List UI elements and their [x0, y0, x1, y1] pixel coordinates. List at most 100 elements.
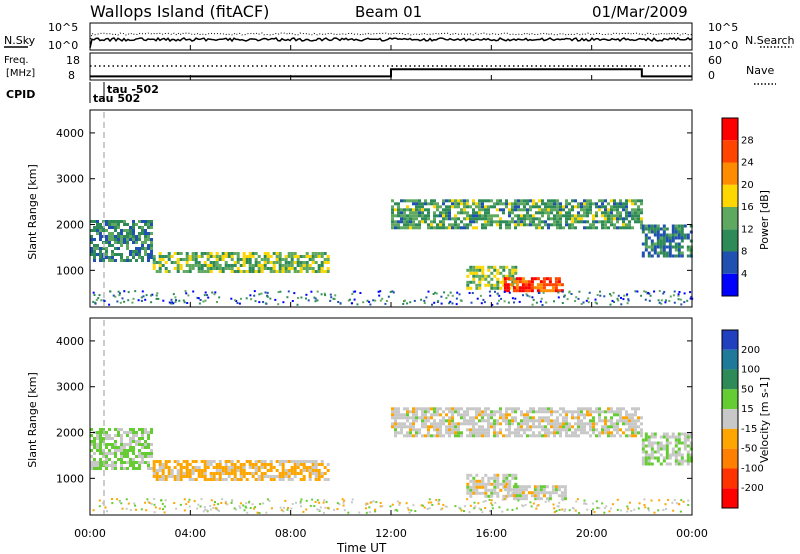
velocity-cell-1: [323, 472, 327, 475]
power-cell-0: [129, 229, 132, 232]
power-cell-1: [260, 264, 264, 267]
power-cell-2: [529, 220, 532, 224]
velocity-speckle: [188, 505, 191, 508]
velocity-cell-2: [559, 425, 562, 429]
velocity-cell-2: [610, 407, 613, 411]
power-cell-2: [430, 223, 433, 227]
power-cell-2: [451, 202, 454, 206]
power-cell-0: [96, 220, 99, 223]
power-cell-5: [521, 286, 525, 290]
power-cell-2: [616, 220, 619, 224]
velocity-speckle: [286, 508, 289, 511]
velocity-cell-3: [656, 441, 660, 445]
velocity-cell-0: [102, 455, 105, 458]
velocity-cell-0: [99, 449, 102, 452]
velocity-cell-2: [430, 416, 433, 420]
velocity-cell-1: [326, 469, 330, 472]
power-cell-3: [653, 245, 657, 249]
velocity-speckle: [300, 505, 302, 508]
velocity-cell-0: [114, 428, 117, 431]
power-cell-2: [451, 199, 454, 203]
power-speckle: [214, 291, 217, 294]
power-cell-2: [613, 205, 616, 209]
power-cell-2: [550, 211, 553, 215]
power-cell-3: [677, 233, 681, 237]
velocity-cell-2: [403, 413, 406, 417]
power-speckle: [503, 290, 506, 293]
power-speckle: [145, 294, 148, 297]
velocity-cell-2: [556, 431, 559, 435]
velocity-cell-0: [105, 446, 108, 449]
power-cell-2: [541, 208, 544, 212]
power-cell-2: [499, 223, 502, 227]
power-cell-3: [662, 245, 666, 249]
velocity-cell-1: [230, 466, 234, 469]
power-cell-0: [132, 253, 135, 256]
velocity-cell-1: [263, 463, 267, 466]
power-cell-2: [556, 223, 559, 227]
power-cell-3: [653, 224, 657, 228]
velocity-cell-2: [577, 407, 580, 411]
velocity-cell-3: [659, 435, 663, 439]
power-speckle: [522, 294, 524, 297]
power-speckle: [578, 290, 581, 293]
power-cell-1: [296, 258, 300, 261]
power-cell-1: [236, 258, 240, 261]
velocity-cell-2: [406, 416, 409, 420]
power-speckle: [258, 301, 261, 304]
velocity-speckle: [442, 503, 445, 506]
velocity-cell-2: [403, 416, 406, 420]
velocity-cell-2: [460, 431, 463, 435]
power-cell-0: [141, 229, 144, 232]
power-cell-2: [616, 202, 619, 206]
velocity-cell-2: [565, 422, 568, 426]
power-cell-3: [665, 239, 669, 243]
power-cell-2: [586, 199, 589, 203]
power-cell-2: [394, 208, 397, 212]
power-cell-2: [472, 226, 475, 230]
power-cell-3: [659, 236, 663, 240]
power-cell-1: [188, 258, 192, 261]
velocity-cell-4: [493, 473, 497, 477]
velocity-speckle: [243, 509, 246, 512]
power-cell-1: [296, 261, 300, 264]
power-cell-2: [571, 208, 574, 212]
velocity-cell-2: [541, 425, 544, 429]
velocity-cell-2: [532, 431, 535, 435]
power-cell-3: [686, 236, 690, 240]
power-speckle: [305, 293, 308, 296]
velocity-speckle: [578, 512, 581, 514]
velocity-cell-3: [674, 435, 678, 439]
power-cell-1: [197, 270, 201, 273]
velocity-speckle: [305, 508, 308, 511]
velocity-cell-1: [212, 472, 216, 475]
velocity-cell-1: [281, 460, 285, 463]
power-cell-2: [640, 199, 643, 203]
power-cell-2: [538, 199, 541, 203]
velocity-cell-3: [662, 456, 666, 460]
velocity-cell-2: [439, 422, 442, 426]
velocity-speckle: [482, 500, 485, 503]
power-cell-0: [105, 238, 108, 241]
velocity-speckle: [498, 506, 501, 509]
velocity-cell-2: [568, 434, 571, 438]
velocity-cell-2: [460, 413, 463, 417]
power-cell-2: [586, 202, 589, 206]
velocity-cell-2: [481, 434, 484, 438]
power-speckle: [595, 302, 598, 305]
power-speckle: [117, 290, 120, 293]
velocity-cell-2: [484, 434, 487, 438]
velocity-data: [90, 407, 693, 514]
time-tick-label: 00:00: [74, 527, 106, 540]
velocity-cell-3: [674, 453, 678, 457]
velocity-speckle: [365, 502, 368, 505]
power-cell-4: [469, 265, 473, 269]
power-cell-2: [589, 202, 592, 206]
power-cell-2: [475, 214, 478, 218]
velocity-speckle: [501, 510, 504, 513]
power-cell-2: [586, 208, 589, 212]
velocity-cell-2: [508, 407, 511, 411]
power-cell-2: [412, 220, 415, 224]
velocity-speckle: [266, 498, 269, 501]
velocity-cell-5: [512, 497, 516, 501]
